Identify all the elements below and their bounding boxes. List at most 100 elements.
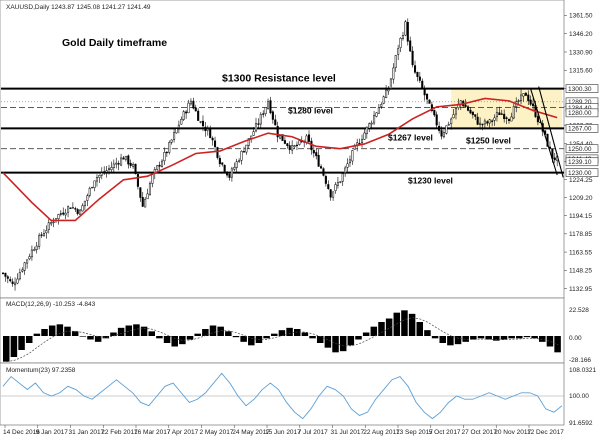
macd-bar (523, 336, 531, 338)
macd-bar (102, 336, 110, 339)
macd-bar (301, 332, 309, 336)
candle-body (385, 89, 388, 99)
candle-body (341, 173, 344, 182)
x-tick-label: 5 Oct 2017 (429, 429, 461, 436)
macd-bar (194, 333, 201, 336)
candle-body (307, 134, 311, 142)
macd-bar (56, 324, 64, 336)
candle-body (553, 157, 556, 161)
candle-body (295, 144, 298, 147)
macd-bar (516, 336, 523, 339)
candle-body (348, 159, 351, 164)
macd-bar (110, 332, 117, 336)
y-tick-label: 1132.95 (569, 286, 592, 293)
y-tick-label: 1361.50 (569, 13, 593, 20)
candle-body (312, 150, 315, 154)
candle-body (416, 71, 419, 77)
candle-body (500, 113, 503, 115)
macd-bar (163, 336, 171, 343)
candle-body (483, 120, 486, 125)
candle-body (288, 145, 291, 150)
macd-bar (362, 332, 370, 336)
macd-bar (179, 336, 186, 345)
candle-body (132, 164, 135, 167)
candle-body (81, 205, 84, 212)
candle-body (387, 89, 390, 92)
candle-body (209, 129, 212, 139)
candle-body (110, 167, 113, 170)
chart-title: Gold Daily timeframe (62, 37, 167, 49)
candle-body (192, 100, 195, 109)
macd-bar (454, 336, 462, 345)
candle-body (329, 189, 332, 198)
candle-body (264, 107, 267, 114)
candle-body (197, 110, 200, 121)
candle-body (242, 151, 245, 153)
x-tick-label: 9 Jan 2017 (36, 429, 69, 436)
candle-body (216, 147, 219, 158)
candle-body (259, 114, 262, 125)
candle-body (139, 187, 142, 198)
macd-bar (539, 336, 546, 342)
y-tick-label: 1346.20 (569, 31, 593, 38)
candle-body (240, 151, 243, 161)
candle-body (233, 167, 236, 170)
candle-body (11, 281, 14, 285)
candle-body (536, 116, 539, 123)
candle-body (28, 256, 31, 260)
macd-bar (171, 336, 178, 347)
price-box (565, 144, 599, 154)
candle-body (464, 104, 467, 108)
candle-body (392, 67, 395, 80)
candle-body (423, 88, 426, 96)
macd-bar (370, 326, 378, 336)
macd-bar (286, 327, 293, 336)
candle-body (399, 37, 402, 48)
candle-body (276, 125, 279, 138)
candle-body (281, 134, 284, 141)
x-tick-label: 31 Jul 2017 (331, 429, 365, 436)
candle-body (283, 140, 286, 144)
price-box (565, 124, 599, 133)
candle-body (141, 197, 144, 207)
candle-body (529, 99, 532, 105)
macd-y-label: -28.166 (569, 357, 591, 364)
price-box (565, 157, 599, 167)
candle-body (33, 249, 36, 251)
candle-body (211, 137, 214, 141)
macd-bar (25, 336, 33, 343)
candle-body (397, 48, 400, 55)
candle-body (163, 152, 166, 162)
candle-body (83, 200, 86, 207)
candle-body (262, 113, 265, 115)
macd-bar (378, 322, 385, 336)
candle-body (64, 212, 67, 216)
candle-body (433, 109, 436, 116)
candle-body (286, 143, 289, 146)
macd-bar (324, 336, 332, 348)
candle-body (360, 139, 364, 144)
macd-signal-line (6, 317, 559, 363)
price-box-label: 1239.10 (568, 159, 592, 166)
candle-body (146, 193, 149, 200)
candle-body (411, 50, 414, 66)
candle-body (40, 234, 43, 236)
candle-body (426, 93, 429, 100)
candle-body (117, 163, 120, 165)
candle-body (52, 221, 55, 223)
candle-body (21, 269, 24, 272)
y-tick-label: 1254.40 (569, 141, 593, 148)
macd-bar (531, 336, 538, 339)
candle-body (334, 184, 337, 191)
price-box-label: 1280.00 (568, 110, 592, 117)
candle-body (507, 119, 511, 121)
candle-body (324, 175, 327, 184)
candle-body (363, 132, 366, 140)
y-tick-label: 1209.20 (569, 195, 593, 202)
macd-label: MACD(12,26,9) -10.253 -4.843 (6, 301, 96, 308)
candle-body (404, 21, 407, 36)
candle-body (382, 96, 385, 104)
candle-body (180, 118, 183, 125)
candle-body (103, 171, 106, 173)
candle-body (122, 157, 125, 160)
